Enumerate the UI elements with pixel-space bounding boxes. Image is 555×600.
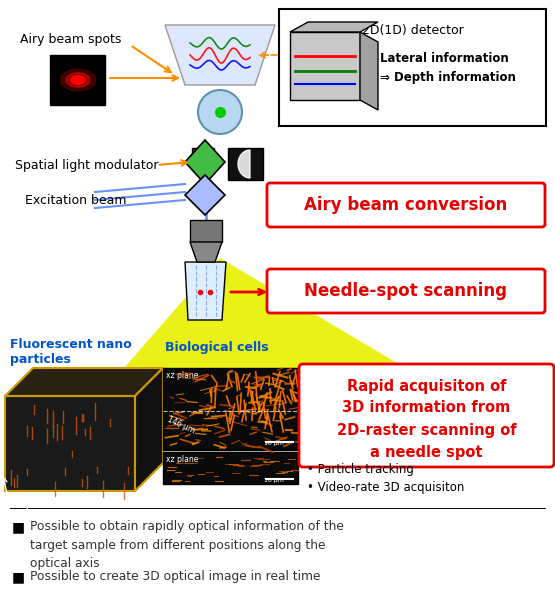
Polygon shape bbox=[60, 69, 96, 91]
FancyBboxPatch shape bbox=[50, 55, 105, 105]
Text: z: z bbox=[0, 462, 2, 471]
Text: Needle-spot scanning: Needle-spot scanning bbox=[305, 282, 507, 300]
Text: 122 µm: 122 µm bbox=[0, 428, 2, 457]
Polygon shape bbox=[66, 73, 90, 87]
FancyBboxPatch shape bbox=[279, 9, 546, 126]
Text: 2D(1D) detector: 2D(1D) detector bbox=[362, 24, 463, 37]
Polygon shape bbox=[5, 368, 163, 396]
Text: particles: particles bbox=[10, 353, 71, 367]
Polygon shape bbox=[71, 76, 85, 84]
Text: Airy beam spots: Airy beam spots bbox=[20, 34, 122, 46]
FancyBboxPatch shape bbox=[228, 148, 263, 180]
Text: ■: ■ bbox=[12, 520, 25, 534]
Text: xz plane: xz plane bbox=[166, 371, 198, 380]
FancyBboxPatch shape bbox=[299, 364, 554, 467]
Text: x: x bbox=[25, 504, 29, 513]
Polygon shape bbox=[70, 258, 510, 430]
Polygon shape bbox=[165, 25, 275, 85]
FancyBboxPatch shape bbox=[192, 148, 214, 170]
Text: a needle spot: a needle spot bbox=[370, 445, 483, 460]
Text: Airy beam conversion: Airy beam conversion bbox=[304, 196, 508, 214]
Polygon shape bbox=[75, 78, 81, 82]
FancyBboxPatch shape bbox=[290, 32, 360, 100]
Polygon shape bbox=[290, 22, 378, 32]
FancyBboxPatch shape bbox=[267, 183, 545, 227]
Text: 145 µm: 145 µm bbox=[56, 496, 84, 505]
Text: 2D-raster scanning of: 2D-raster scanning of bbox=[337, 422, 516, 437]
Polygon shape bbox=[238, 150, 250, 178]
Text: 146 µm: 146 µm bbox=[166, 415, 196, 435]
Text: 10 µm: 10 µm bbox=[264, 478, 284, 483]
Text: ⇒ Depth information: ⇒ Depth information bbox=[380, 71, 516, 85]
Polygon shape bbox=[360, 32, 378, 110]
Text: ■: ■ bbox=[12, 570, 25, 584]
FancyBboxPatch shape bbox=[190, 220, 222, 242]
Polygon shape bbox=[190, 242, 222, 262]
FancyBboxPatch shape bbox=[163, 368, 298, 450]
Text: 3D information from: 3D information from bbox=[342, 401, 511, 415]
Text: • Video-rate 3D acquisiton: • Video-rate 3D acquisiton bbox=[307, 481, 465, 494]
Text: Spatial light modulator: Spatial light modulator bbox=[15, 158, 159, 172]
Circle shape bbox=[198, 90, 242, 134]
FancyBboxPatch shape bbox=[267, 269, 545, 313]
Text: 10 µm: 10 µm bbox=[264, 441, 284, 446]
Text: • Particle tracking: • Particle tracking bbox=[307, 463, 414, 476]
Text: Fluorescent nano: Fluorescent nano bbox=[10, 338, 132, 352]
Polygon shape bbox=[185, 140, 225, 184]
Text: Lateral information: Lateral information bbox=[380, 52, 509, 64]
Text: Possible to obtain rapidly optical information of the
target sample from differe: Possible to obtain rapidly optical infor… bbox=[30, 520, 344, 570]
Text: Rapid acquisiton of: Rapid acquisiton of bbox=[347, 379, 506, 394]
Text: Possible to create 3D optical image in real time: Possible to create 3D optical image in r… bbox=[30, 570, 320, 583]
Text: Biological cells: Biological cells bbox=[165, 341, 269, 355]
Polygon shape bbox=[5, 396, 135, 491]
Polygon shape bbox=[135, 368, 163, 491]
FancyBboxPatch shape bbox=[163, 452, 298, 484]
Polygon shape bbox=[185, 175, 225, 215]
Text: Excitation beam: Excitation beam bbox=[25, 193, 127, 206]
Polygon shape bbox=[185, 262, 226, 320]
Text: xz plane: xz plane bbox=[166, 455, 198, 464]
